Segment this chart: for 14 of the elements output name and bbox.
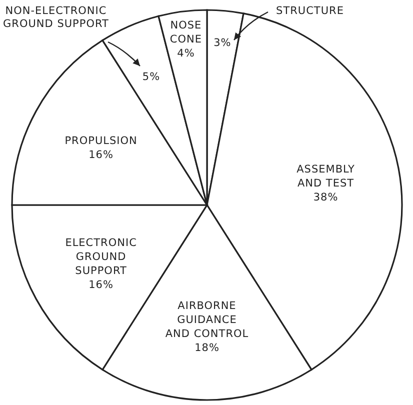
data-label: 38% xyxy=(313,191,338,204)
slice-label: PROPULSION xyxy=(64,134,138,147)
slice-label: NON-ELECTRONIC GROUND SUPPORT xyxy=(3,5,110,30)
data-label: 4% xyxy=(177,48,195,60)
data-label: 16% xyxy=(88,148,114,161)
slice-label: NOSE CONE xyxy=(170,20,202,46)
slice-label: AIRBORNE GUIDANCE AND CONTROL xyxy=(165,300,249,340)
data-label: 3% xyxy=(214,36,232,49)
data-label: 5% xyxy=(142,71,160,84)
slice-label: ASSEMBLY AND TEST xyxy=(296,163,355,190)
data-label: 16% xyxy=(88,279,114,292)
slice-label: ELECTRONIC GROUND SUPPORT xyxy=(65,237,137,278)
slice-label: STRUCTURE xyxy=(276,5,344,17)
data-label: 18% xyxy=(194,342,220,354)
